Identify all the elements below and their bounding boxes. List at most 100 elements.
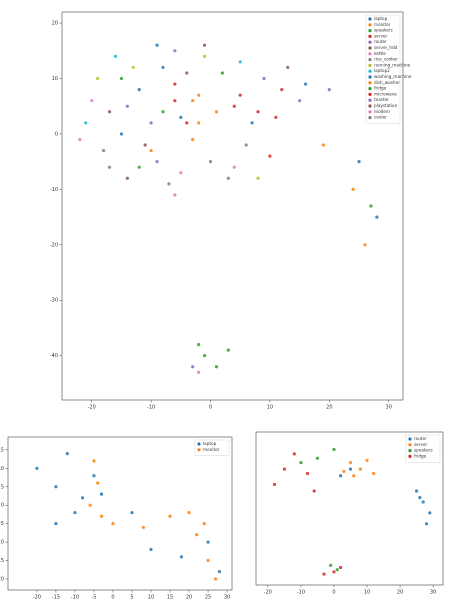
- point: [315, 456, 320, 460]
- y-tick-label: 15: [0, 447, 4, 453]
- point: [197, 121, 201, 125]
- y-tick-label: 10: [0, 466, 4, 472]
- point: [107, 110, 112, 114]
- y-tick-label: 20: [52, 21, 58, 27]
- legend-marker: [368, 52, 372, 56]
- point: [161, 110, 165, 114]
- legend-label: washing_machine: [374, 74, 412, 79]
- point: [202, 54, 207, 58]
- x-tick-label: -15: [52, 595, 60, 601]
- legend-marker: [368, 92, 372, 96]
- point: [187, 510, 191, 515]
- point: [168, 514, 172, 518]
- point: [179, 555, 184, 559]
- point: [303, 82, 308, 86]
- point: [191, 137, 195, 142]
- point: [250, 121, 254, 125]
- legend-marker: [368, 40, 372, 44]
- legend-label: kettle: [374, 51, 386, 56]
- x-tick-label: 20: [186, 595, 192, 601]
- x-tick-label: -20: [33, 595, 41, 601]
- point: [298, 99, 302, 103]
- legend-marker: [368, 104, 372, 108]
- point: [84, 121, 88, 125]
- legend-marker: [197, 442, 201, 446]
- point: [130, 510, 134, 515]
- legend-marker: [368, 34, 372, 39]
- point: [202, 522, 206, 526]
- point: [113, 54, 118, 58]
- y-tick-label: -20: [0, 576, 4, 582]
- point: [352, 474, 356, 478]
- legend-label: server_hdd: [374, 45, 398, 50]
- legend-label: toaster: [374, 97, 389, 102]
- legend-label: speakers: [414, 448, 433, 453]
- legend-marker: [368, 58, 372, 62]
- legend-label: laptop: [374, 16, 388, 21]
- point: [96, 76, 100, 81]
- point: [179, 115, 183, 119]
- legend-label: rice_cooker: [374, 57, 398, 62]
- point: [143, 143, 147, 147]
- point: [338, 474, 343, 478]
- point: [155, 43, 159, 47]
- point: [282, 467, 287, 471]
- x-tick-label: -20: [88, 405, 96, 411]
- legend-marker: [368, 46, 372, 50]
- point: [280, 88, 284, 92]
- legend-marker: [368, 63, 372, 67]
- x-tick-label: 0: [111, 595, 114, 601]
- point: [214, 577, 218, 581]
- point: [424, 522, 429, 526]
- y-tick-label: -10: [50, 187, 58, 193]
- point: [99, 492, 104, 496]
- legend-label: router: [374, 39, 387, 44]
- legend-marker: [408, 454, 412, 458]
- legend-box: [194, 439, 230, 456]
- point: [185, 71, 189, 75]
- legend-label: speakers: [374, 28, 393, 33]
- legend-label: playstation: [374, 103, 398, 108]
- point: [101, 148, 106, 153]
- point: [332, 447, 336, 452]
- y-tick-label: 5: [1, 484, 4, 490]
- point: [369, 204, 373, 208]
- point: [131, 65, 135, 70]
- point: [80, 496, 85, 500]
- x-tick-label: 0: [209, 405, 212, 411]
- point: [305, 471, 310, 476]
- plot-area: [61, 11, 404, 401]
- point: [54, 485, 58, 489]
- point: [348, 461, 353, 465]
- point: [149, 121, 153, 125]
- x-tick-label: 10: [267, 405, 273, 411]
- legend-label: fridge: [414, 453, 427, 458]
- point: [149, 148, 153, 153]
- point: [348, 467, 353, 471]
- point: [292, 452, 296, 456]
- legend-marker: [368, 29, 372, 33]
- point: [111, 522, 115, 526]
- point: [179, 171, 183, 175]
- point: [137, 88, 141, 92]
- point: [141, 525, 145, 529]
- point: [54, 522, 58, 526]
- point: [88, 503, 92, 507]
- plot-area: [255, 431, 444, 586]
- point: [329, 563, 333, 567]
- point: [414, 489, 419, 493]
- legend-marker: [368, 98, 372, 102]
- point: [191, 99, 195, 103]
- x-tick-label: -20: [264, 590, 272, 596]
- point: [299, 461, 303, 465]
- legend-label: monitor: [203, 447, 220, 452]
- point: [65, 451, 69, 456]
- y-tick-label: 0: [1, 503, 4, 509]
- point: [351, 187, 355, 191]
- point: [372, 471, 376, 476]
- point: [214, 365, 219, 369]
- legend-label: fridge: [374, 86, 387, 91]
- x-tick-label: 30: [224, 595, 230, 601]
- point: [197, 93, 201, 97]
